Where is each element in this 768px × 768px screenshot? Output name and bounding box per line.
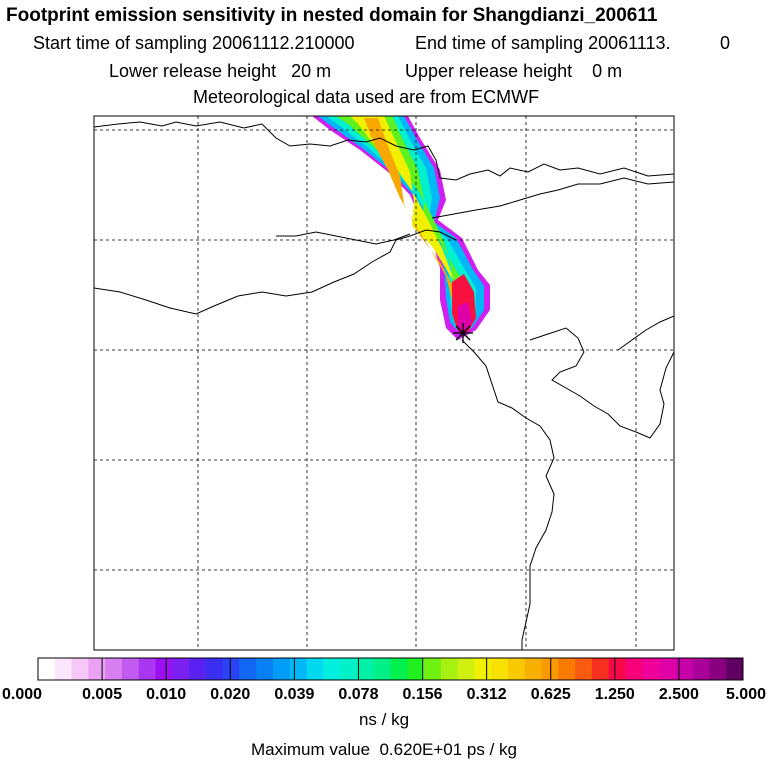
maximum-value: Maximum value 0.620E+01 ps / kg: [251, 740, 517, 759]
colorbar-cell: [340, 658, 358, 680]
colorbar-cell: [189, 658, 207, 680]
colorbar-tick-label: 0.039: [274, 686, 314, 703]
plume-footprint: [312, 116, 490, 340]
lower-release-label: Lower release height 20 m: [109, 61, 332, 81]
colorbar-cell: [222, 658, 240, 680]
colorbar-cell: [38, 658, 56, 680]
end-sampling-label: End time of sampling 20061113.: [415, 33, 671, 53]
colorbar-cell: [54, 658, 73, 680]
colorbar-cell: [625, 658, 643, 680]
colorbar-tick-label: 0.000: [2, 686, 42, 703]
colorbar-cell: [205, 658, 224, 680]
grid-lines: [94, 116, 674, 650]
colorbar-tick-label: 1.250: [595, 686, 635, 703]
colorbar-cell: [508, 658, 526, 680]
colorbar-tick-label: 0.020: [210, 686, 250, 703]
start-sampling-label: Start time of sampling 20061112.210000: [33, 33, 355, 53]
colorbar-cell: [659, 658, 677, 680]
colorbar-cell: [709, 658, 727, 680]
colorbar-cell: [524, 658, 543, 680]
colorbar-tick-label: 0.312: [467, 686, 507, 703]
colorbar-cell: [239, 658, 257, 680]
coastlines: [94, 121, 674, 650]
colorbar-tick-label: 0.005: [82, 686, 122, 703]
colorbar-cell: [289, 658, 308, 680]
colorbar-cell: [474, 658, 492, 680]
colorbar-cell: [121, 658, 140, 680]
colorbar-cell: [575, 658, 593, 680]
colorbar-cell: [457, 658, 475, 680]
colorbar-cell: [172, 658, 190, 680]
colorbar-tick-label: 0.010: [146, 686, 186, 703]
colorbar-cell: [138, 658, 156, 680]
colorbar-cell: [424, 658, 442, 680]
upper-release-label: Upper release height 0 m: [405, 61, 623, 81]
colorbar-unit: ns / kg: [358, 710, 410, 729]
colorbar-cell: [105, 658, 123, 680]
end-sampling-suffix: 0: [720, 33, 731, 53]
colorbar-cell: [323, 658, 341, 680]
colorbar-cell: [356, 658, 375, 680]
colorbar-cell: [541, 658, 559, 680]
colorbar-cell: [726, 658, 744, 680]
colorbar-tick-label: 2.500: [659, 686, 699, 703]
figure-title: Footprint emission sensitivity in nested…: [6, 5, 658, 26]
colorbar-cell: [692, 658, 710, 680]
colorbar-cell: [155, 658, 173, 680]
colorbar-cell: [273, 658, 291, 680]
colorbar-cell: [440, 658, 459, 680]
colorbar-cell: [390, 658, 408, 680]
colorbar-cell: [306, 658, 324, 680]
colorbar-cell: [88, 658, 106, 680]
colorbar-tick-label: 0.625: [531, 686, 571, 703]
colorbar-cell: [256, 658, 274, 680]
colorbar-cell: [642, 658, 660, 680]
colorbar-cell: [675, 658, 694, 680]
colorbar-cell: [373, 658, 391, 680]
colorbar-tick-label: 5.000: [726, 686, 766, 703]
map-frame: [93, 115, 675, 651]
colorbar-cell: [591, 658, 610, 680]
colorbar-cell: [558, 658, 576, 680]
colorbar-cell: [407, 658, 425, 680]
colorbar: 0.000 0.005 0.010 0.020 0.039 0.078 0.156 0.312…: [2, 657, 766, 703]
colorbar-cell: [71, 658, 89, 680]
colorbar-cell: [608, 658, 626, 680]
plume-orange-core: [364, 118, 458, 318]
met-data-label: Meteorological data used are from ECMWF: [193, 87, 540, 107]
colorbar-cell: [491, 658, 509, 680]
receptor-marker: [453, 323, 473, 343]
colorbar-tick-label: 0.156: [403, 686, 443, 703]
colorbar-tick-label: 0.078: [338, 686, 378, 703]
